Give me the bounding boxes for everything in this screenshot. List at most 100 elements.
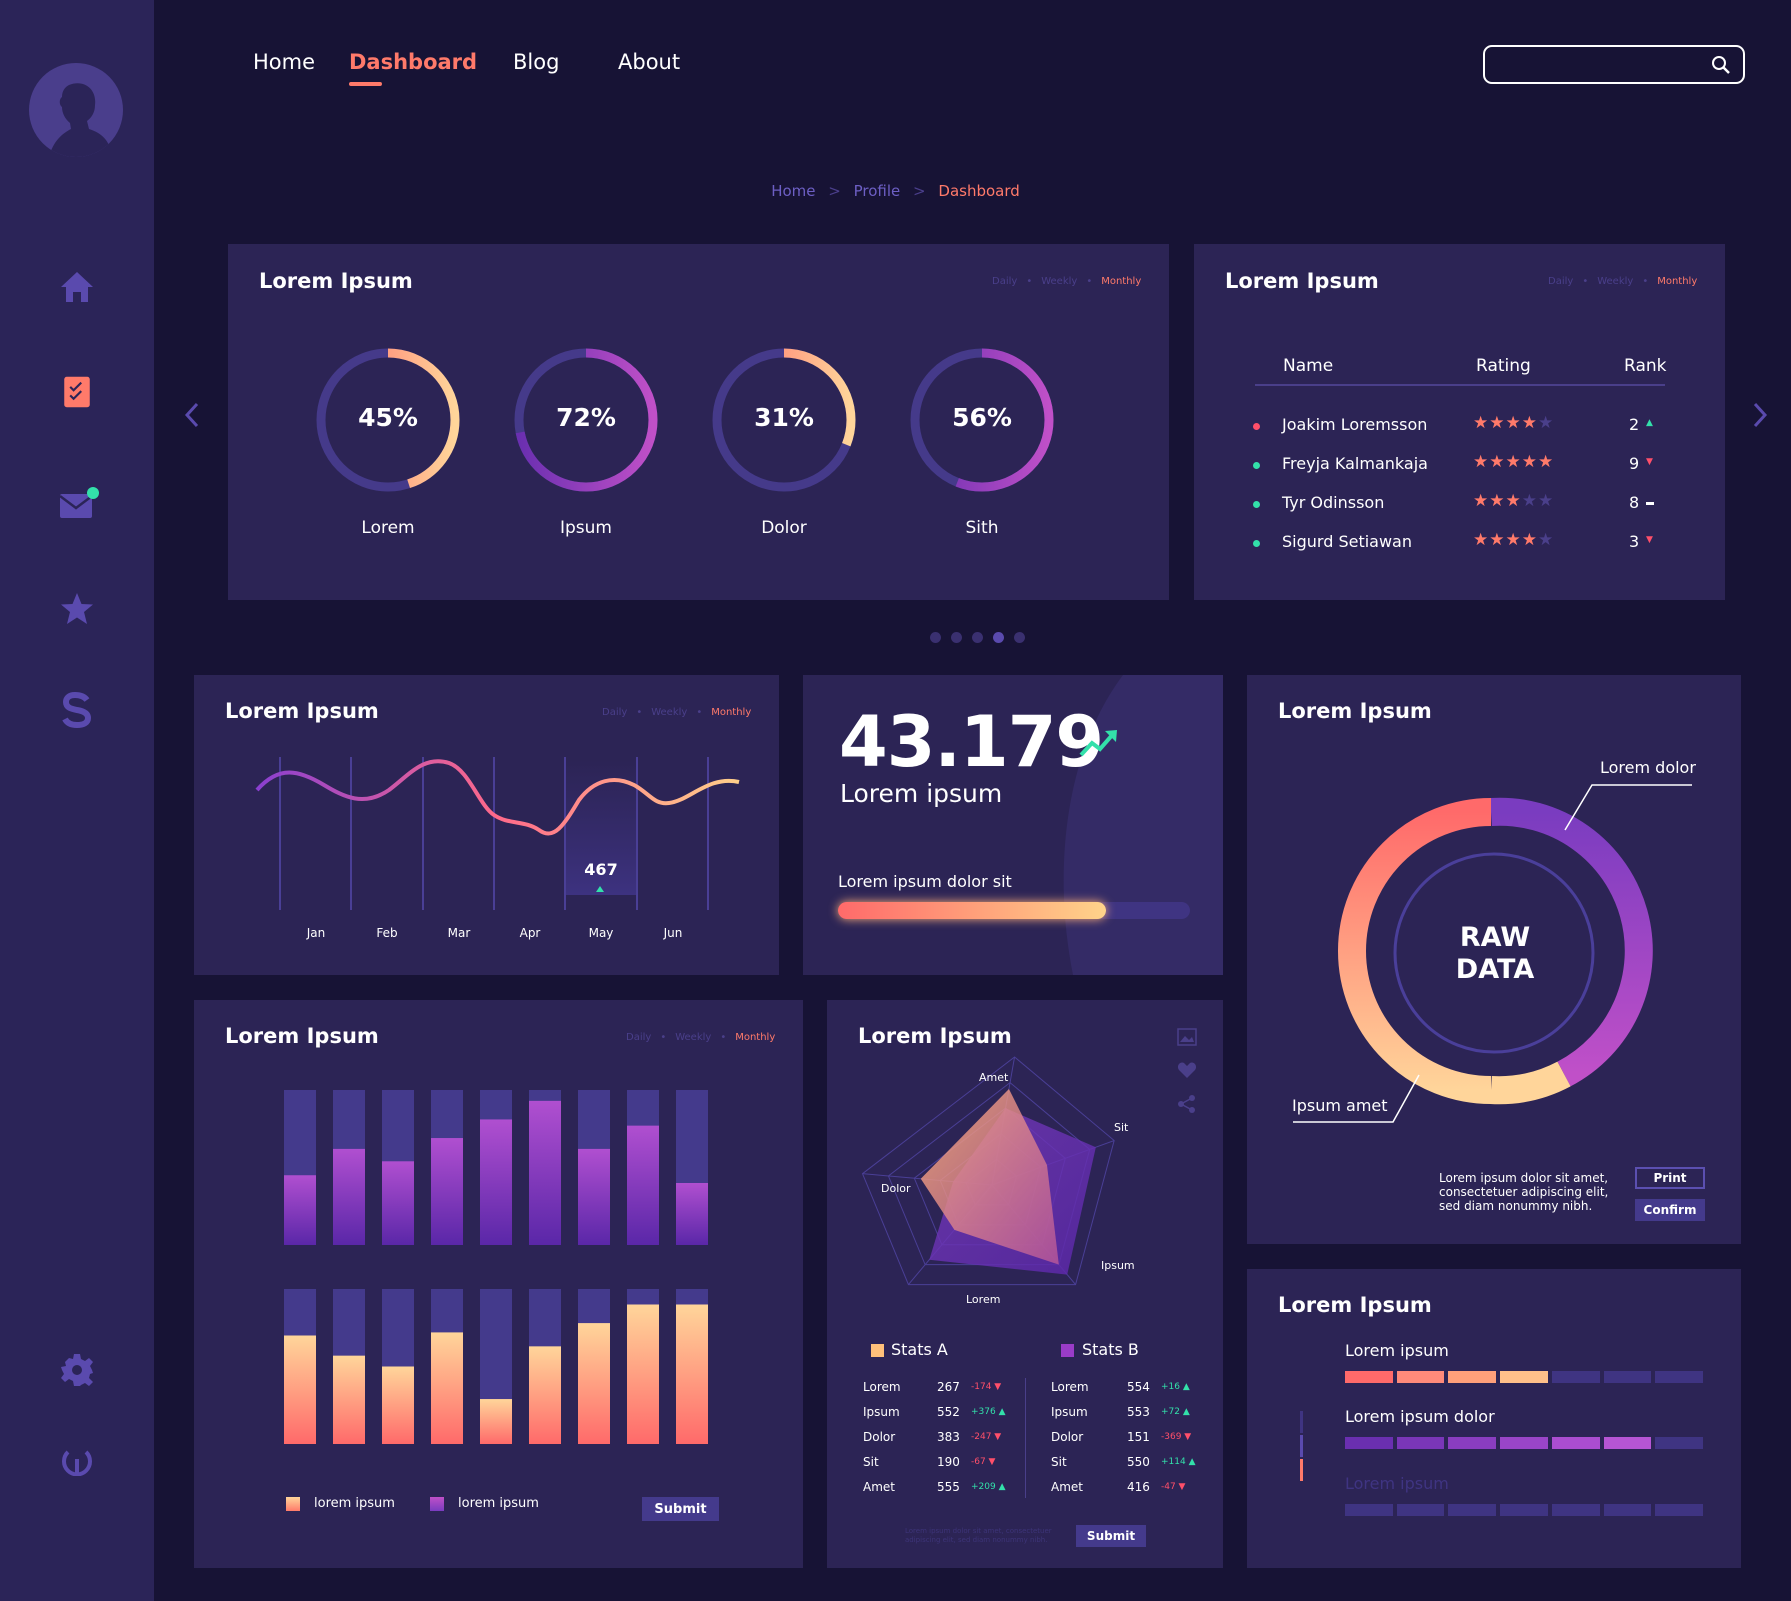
column-header-name[interactable]: Name	[1283, 356, 1334, 376]
bar-segment	[1500, 1437, 1548, 1449]
period-daily[interactable]: Daily	[602, 707, 628, 718]
x-axis-tick: Apr	[519, 926, 541, 940]
segmented-progress-card: Lorem Ipsum Lorem ipsum Lorem ipsum dolor…	[1247, 1269, 1741, 1568]
progress-label: Lorem ipsum dolor sit	[838, 872, 1012, 891]
stat-change: -67 ▼	[971, 1457, 996, 1467]
x-axis-tick: Mar	[447, 926, 471, 940]
player-name[interactable]: Tyr Odinsson	[1282, 493, 1385, 512]
period-selector: Daily • Weekly • Monthly	[992, 276, 1142, 287]
bar-segment	[1500, 1371, 1548, 1383]
nav-about[interactable]: About	[618, 50, 681, 74]
bar-segment	[1345, 1437, 1393, 1449]
bar-segment	[1396, 1371, 1445, 1383]
period-daily[interactable]: Daily	[992, 276, 1018, 287]
card-title: Lorem Ipsum	[1278, 1293, 1432, 1317]
star-icon: ★	[1473, 530, 1490, 550]
trend-same-icon	[1646, 502, 1654, 505]
power-icon[interactable]	[60, 1442, 94, 1476]
submit-button[interactable]: Submit	[642, 1497, 719, 1521]
period-monthly[interactable]: Monthly	[1101, 276, 1142, 287]
period-weekly[interactable]: Weekly	[675, 1032, 712, 1043]
bar-segment	[1655, 1437, 1704, 1449]
star-icon: ★	[1505, 530, 1522, 550]
period-daily[interactable]: Daily	[1548, 276, 1574, 287]
carousel-dot[interactable]	[1014, 632, 1025, 643]
player-name[interactable]: Joakim Loremsson	[1282, 415, 1428, 434]
segment-row-label: Lorem ipsum dolor	[1345, 1407, 1495, 1426]
bar-chart	[284, 1090, 708, 1444]
star-icon: ★	[1538, 491, 1555, 511]
carousel-dot[interactable]	[951, 632, 962, 643]
confirm-button[interactable]: Confirm	[1635, 1199, 1705, 1221]
carousel-dot[interactable]	[972, 632, 983, 643]
nav-dashboard[interactable]: Dashboard	[349, 50, 478, 74]
breadcrumb-home[interactable]: Home	[771, 182, 816, 200]
image-icon[interactable]	[1177, 1028, 1197, 1046]
period-weekly[interactable]: Weekly	[651, 707, 688, 718]
stats-a-title: Stats A	[891, 1340, 948, 1359]
player-name[interactable]: Sigurd Setiawan	[1282, 532, 1412, 551]
mail-icon[interactable]	[58, 486, 102, 520]
period-monthly[interactable]: Monthly	[735, 1032, 776, 1043]
stat-change: -47 ▼	[1161, 1482, 1186, 1492]
bar-segment	[1655, 1371, 1704, 1383]
search-icon[interactable]	[1711, 55, 1731, 75]
status-dot	[1253, 501, 1260, 508]
avatar[interactable]	[29, 63, 123, 157]
clipboard-check-icon[interactable]	[60, 375, 94, 409]
period-weekly[interactable]: Weekly	[1597, 276, 1634, 287]
star-icon: ★	[1521, 530, 1538, 550]
chevron-right-icon[interactable]	[1751, 401, 1769, 429]
ring-progress-sith	[910, 348, 1054, 492]
bar-top	[627, 1125, 659, 1245]
star-icon: ★	[1489, 413, 1506, 433]
search-box	[1483, 45, 1745, 84]
bar-top	[578, 1148, 610, 1245]
submit-button[interactable]: Submit	[1076, 1525, 1146, 1547]
dollar-icon[interactable]	[60, 690, 94, 730]
bar-segment	[1448, 1504, 1497, 1516]
breadcrumb-profile[interactable]: Profile	[853, 182, 901, 200]
period-monthly[interactable]: Monthly	[1657, 276, 1698, 287]
player-name[interactable]: Freyja Kalmankaja	[1282, 454, 1428, 473]
period-weekly[interactable]: Weekly	[1041, 276, 1078, 287]
radar-chart	[861, 1056, 1115, 1286]
ranking-card: Lorem Ipsum Daily • Weekly • Monthly Name Ra…	[1194, 244, 1725, 600]
star-icon: ★	[1521, 491, 1538, 511]
print-button[interactable]: Print	[1635, 1167, 1705, 1189]
period-daily[interactable]: Daily	[626, 1032, 652, 1043]
stat-change: +114 ▲	[1161, 1457, 1196, 1467]
carousel-dot[interactable]	[930, 632, 941, 643]
radar-card: Lorem Ipsum Amet Sit Ipsum Lorem Dolor Stats…	[827, 1000, 1223, 1568]
carousel-dots	[930, 632, 1030, 644]
bar-top	[333, 1148, 365, 1245]
carousel-dot[interactable]	[993, 632, 1004, 643]
bar-top	[382, 1161, 414, 1245]
gear-icon[interactable]	[60, 1353, 94, 1387]
x-axis-tick: Jun	[663, 926, 683, 940]
ring-label: Ipsum	[560, 518, 612, 538]
status-dot	[1253, 462, 1260, 469]
column-header-rank[interactable]: Rank	[1624, 356, 1667, 376]
star-icon: ★	[1489, 491, 1506, 511]
ring-progress-ipsum	[514, 348, 658, 492]
bar-bottom	[529, 1346, 561, 1444]
period-monthly[interactable]: Monthly	[711, 707, 752, 718]
scrollbar-thumb[interactable]	[1300, 1459, 1303, 1481]
star-icon[interactable]	[60, 592, 94, 626]
donut-chart	[1293, 784, 1692, 1123]
search-input[interactable]	[1485, 47, 1705, 82]
nav-blog[interactable]: Blog	[513, 50, 560, 74]
donut-center-label: RAW DATA	[1455, 922, 1535, 985]
share-icon[interactable]	[1177, 1094, 1197, 1114]
stat-label: Sit	[863, 1455, 879, 1469]
active-nav-indicator	[349, 82, 382, 86]
heart-icon[interactable]	[1177, 1061, 1197, 1079]
home-icon[interactable]	[60, 270, 94, 304]
breadcrumb: Home > Profile > Dashboard	[0, 182, 1791, 200]
column-header-rating[interactable]: Rating	[1476, 356, 1531, 376]
chevron-left-icon[interactable]	[183, 401, 201, 429]
stat-value: 554	[1127, 1380, 1150, 1394]
stat-change: -174 ▼	[971, 1382, 1002, 1392]
nav-home[interactable]: Home	[253, 50, 316, 74]
